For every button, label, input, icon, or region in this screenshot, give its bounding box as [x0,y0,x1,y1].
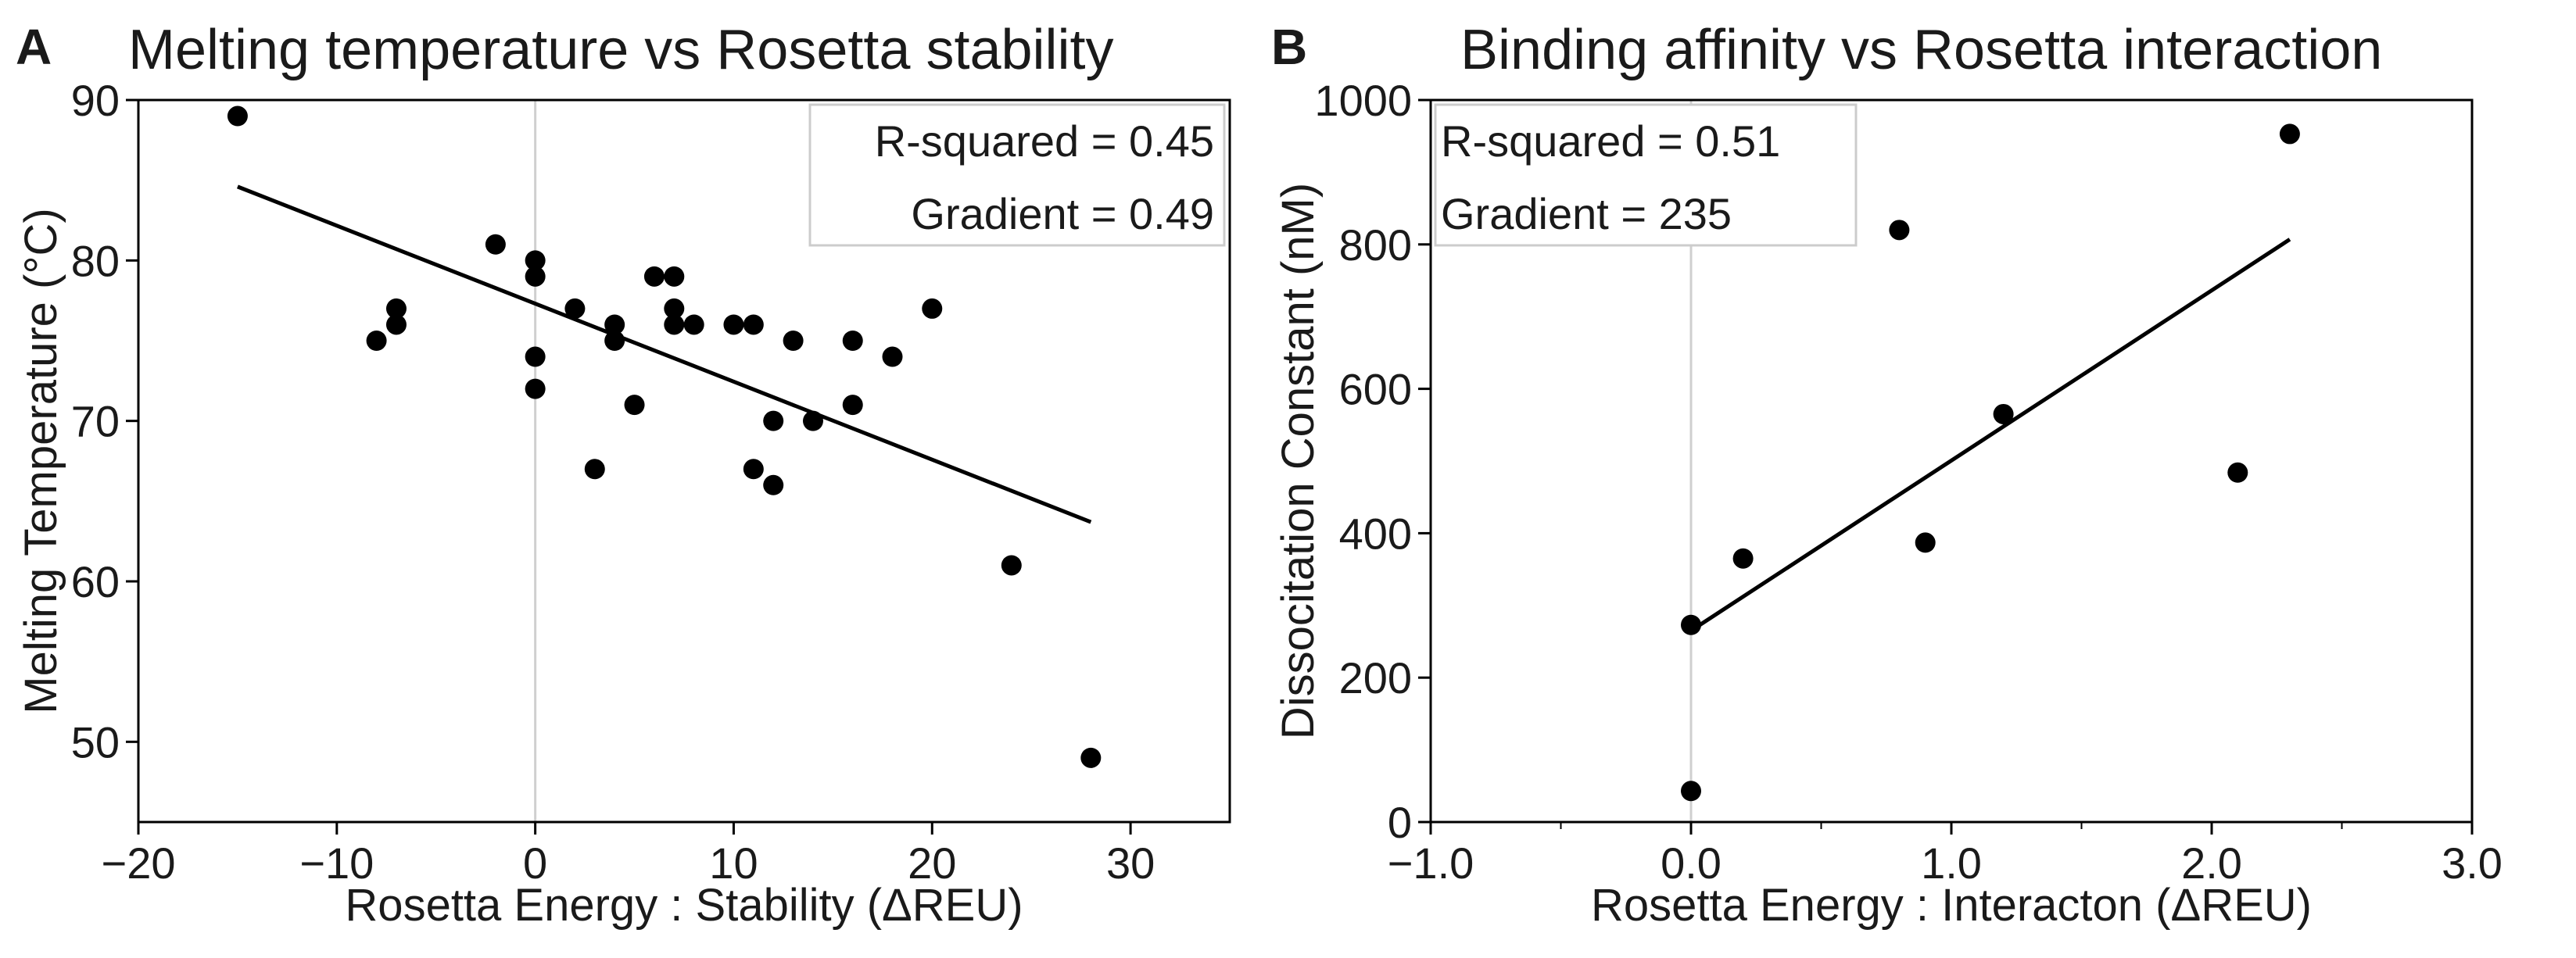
panel-a-fit-line [236,184,1092,524]
panel-a-points [227,105,1102,768]
panel-a-point-4 [485,234,506,255]
panel-a-point-30 [1001,555,1022,576]
panel-b-y-ticks: 0 200 400 600 800 1000 [1314,76,1431,847]
panel-a-point-2 [385,298,407,319]
panel-a-y-tick-label-4: 90 [71,76,120,125]
panel-a-y-tick-label-1: 60 [71,557,120,606]
panel-b-point-6 [2227,462,2248,483]
panel-a-point-24 [783,331,804,351]
panel-b-fit-line [1689,238,2291,633]
panel-a-point-3 [385,314,407,335]
panel-a-point-1 [366,331,387,351]
panel-b-point-1 [1681,614,1701,635]
panel-a-point-20 [743,314,764,335]
panel-a-point-9 [564,298,586,319]
panel-a-point-18 [683,314,704,335]
panel-b-gradient: Gradient = 235 [1441,189,1732,238]
panel-a-y-tick-label-3: 80 [71,236,120,285]
panel-a-point-7 [525,346,546,367]
panel-a-letter: A [16,19,52,75]
panel-a-point-26 [842,331,863,351]
panel-a-y-tick-label-2: 70 [71,397,120,446]
panel-a-point-25 [802,410,823,431]
panel-b: B Binding affinity vs Rosetta interactio… [1271,19,2503,931]
panel-a-point-10 [584,459,605,480]
panel-a-point-17 [664,314,685,335]
panel-a-point-16 [664,298,685,319]
panel-b-y-tick-label-4: 800 [1339,220,1412,270]
panel-a-x-tick-label-3: 10 [709,838,758,888]
panel-a-r-squared: R-squared = 0.45 [875,116,1214,166]
panel-b-annotation-box [1434,103,1858,247]
panel-a-point-0 [227,105,248,127]
panel-a-point-11 [604,314,625,335]
panel-b-y-tick-label-1: 200 [1339,653,1412,702]
panel-a-title: Melting temperature vs Rosetta stability [128,19,1114,81]
panel-a-y-ticks: 50 60 70 80 90 [71,76,138,767]
panel-a-x-tick-label-1: −10 [299,838,374,888]
panel-a-point-8 [525,378,546,399]
panel-b-points [1681,123,2300,802]
panel-b-x-tick-label-0: −1.0 [1388,838,1474,888]
panel-b-x-tick-label-4: 3.0 [2442,838,2503,888]
panel-a-x-tick-label-4: 20 [908,838,956,888]
panel-a-point-27 [842,395,863,416]
panel-a-gradient: Gradient = 0.49 [911,189,1214,238]
panel-a-point-12 [604,331,625,351]
panel-a-y-tick-label-0: 50 [71,717,120,767]
panel-b-x-tick-label-2: 1.0 [1921,838,1982,888]
panel-b-x-ticks: −1.0 0.0 1.0 2.0 3.0 [1388,822,2503,888]
panel-a-x-tick-label-2: 0 [523,838,547,888]
panel-a-x-tick-label-0: −20 [102,838,176,888]
panel-b-r-squared: R-squared = 0.51 [1441,116,1780,166]
panel-a-annotation: R-squared = 0.45 Gradient = 0.49 [808,103,1226,247]
panel-b-y-tick-label-0: 0 [1388,798,1412,847]
panel-a-plot-frame [137,98,1231,824]
panel-b-fit-line-group [1689,238,2291,633]
panel-a-x-ticks: −20 −10 0 10 20 30 [102,822,1155,888]
panel-b-y-axis-label: Dissocitation Constant (nM) [1273,183,1324,739]
panel-a-fit-line-group [236,184,1092,524]
panel-b-title: Binding affinity vs Rosetta interaction [1460,19,2382,81]
panel-a-x-axis-label: Rosetta Energy : Stability (ΔREU) [345,880,1023,931]
panel-a-point-21 [743,459,764,480]
panel-b-annotation: R-squared = 0.51 Gradient = 235 [1434,103,1858,247]
panel-a-y-axis-label: Melting Temperature (°C) [16,208,66,713]
panel-b-point-7 [2279,123,2300,145]
panel-b-y-tick-label-3: 600 [1339,365,1412,414]
panel-a-point-23 [763,474,784,495]
panel-a-point-22 [763,410,784,431]
panel-a-point-31 [1080,747,1102,768]
panel-a-point-29 [922,298,943,319]
panel-b-point-4 [1915,532,1936,553]
panel-b-point-0 [1681,781,1701,802]
panel-b-point-2 [1732,548,1754,569]
panel-a-point-6 [525,266,546,287]
panel-a: A Melting temperature vs Rosetta stabili… [16,19,1231,931]
panel-b-point-5 [1993,403,2014,424]
panel-a-point-13 [624,395,645,416]
panel-a-point-14 [643,266,665,287]
panel-a-annotation-box [808,103,1226,247]
panel-a-x-tick-label-5: 30 [1106,838,1155,888]
panel-b-y-tick-label-2: 400 [1339,509,1412,558]
panel-b-point-3 [1889,220,1910,241]
panel-b-x-axis-label: Rosetta Energy : Interacton (ΔREU) [1591,880,2312,931]
panel-b-letter: B [1271,19,1307,75]
panel-b-y-tick-label-5: 1000 [1314,76,1412,125]
panel-a-point-28 [882,346,903,367]
panel-b-x-tick-label-1: 0.0 [1661,838,1722,888]
panel-b-x-tick-label-3: 2.0 [2181,838,2242,888]
panel-a-point-5 [525,250,546,271]
panel-a-point-15 [664,266,685,287]
panel-a-point-19 [723,314,744,335]
